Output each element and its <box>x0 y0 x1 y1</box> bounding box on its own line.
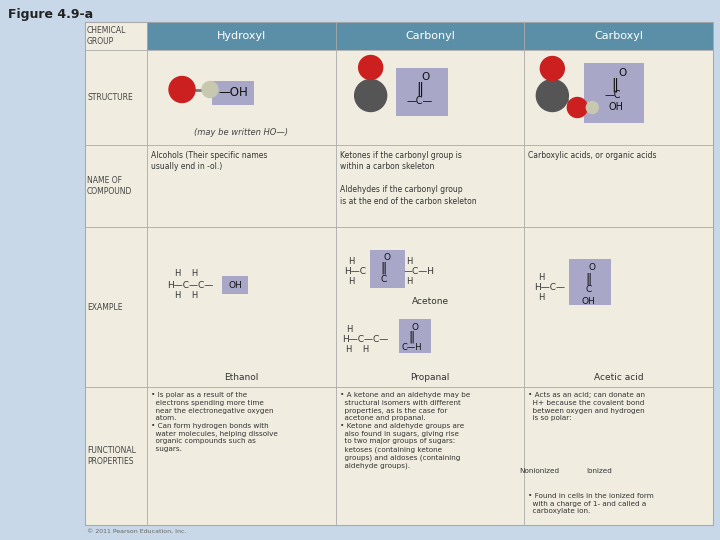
Text: Propanal: Propanal <box>410 373 450 381</box>
Bar <box>524 22 713 50</box>
Text: H: H <box>539 273 545 281</box>
Text: Ketones if the carbonyl group is
within a carbon skeleton

Aldehydes if the carb: Ketones if the carbonyl group is within … <box>340 151 477 206</box>
Bar <box>570 259 611 305</box>
Text: ‖: ‖ <box>611 77 618 92</box>
Text: • Acts as an acid; can donate an
  H+ because the covalent bond
  between oxygen: • Acts as an acid; can donate an H+ beca… <box>528 392 645 421</box>
Text: H: H <box>405 278 412 287</box>
Circle shape <box>355 79 387 111</box>
Bar <box>585 63 644 123</box>
Text: ‖: ‖ <box>408 330 415 343</box>
Text: H—C—C—: H—C—C— <box>167 280 213 289</box>
Circle shape <box>586 102 598 113</box>
Text: Carbonyl: Carbonyl <box>405 31 455 41</box>
Text: ‖: ‖ <box>416 81 423 96</box>
Text: H: H <box>348 278 354 287</box>
Bar <box>369 250 405 288</box>
Circle shape <box>202 82 218 98</box>
Text: H    H: H H <box>175 269 198 279</box>
Text: Carboxylic acids, or organic acids: Carboxylic acids, or organic acids <box>528 151 657 160</box>
Text: NAME OF
COMPOUND: NAME OF COMPOUND <box>87 176 132 195</box>
Text: Ethanol: Ethanol <box>224 373 258 381</box>
Text: H: H <box>405 258 412 267</box>
Text: Nonionized: Nonionized <box>519 468 559 474</box>
Circle shape <box>359 56 382 79</box>
Text: —C—: —C— <box>407 96 433 105</box>
Text: Alcohols (Their specific names
usually end in -ol.): Alcohols (Their specific names usually e… <box>151 151 267 172</box>
Text: —C: —C <box>604 91 621 100</box>
Text: C—H: C—H <box>401 342 422 352</box>
Text: STRUCTURE: STRUCTURE <box>87 93 132 102</box>
Text: Acetic acid: Acetic acid <box>594 373 644 381</box>
Text: —C—H: —C—H <box>404 267 435 276</box>
Bar <box>336 22 524 50</box>
Text: ‖: ‖ <box>381 261 387 274</box>
Text: Acetone: Acetone <box>411 298 449 307</box>
Text: O: O <box>383 253 390 262</box>
Text: H—C—: H—C— <box>534 282 565 292</box>
Circle shape <box>536 79 568 111</box>
Text: OH: OH <box>582 296 595 306</box>
Text: H—C: H—C <box>343 267 366 276</box>
Text: Carboxyl: Carboxyl <box>594 31 643 41</box>
Text: —OH: —OH <box>218 86 248 99</box>
Text: • Found in cells in the ionized form
  with a charge of 1- and called a
  carbox: • Found in cells in the ionized form wit… <box>528 493 654 515</box>
Text: © 2011 Pearson Education, Inc.: © 2011 Pearson Education, Inc. <box>87 529 186 534</box>
Text: H    H: H H <box>346 345 369 354</box>
Text: • A ketone and an aldehyde may be
  structural isomers with different
  properti: • A ketone and an aldehyde may be struct… <box>340 392 470 469</box>
Text: OH: OH <box>609 103 624 112</box>
Text: Hydroxyl: Hydroxyl <box>217 31 266 41</box>
Bar <box>399 319 431 353</box>
Text: O: O <box>589 262 596 272</box>
Text: Figure 4.9-a: Figure 4.9-a <box>8 8 93 21</box>
Circle shape <box>540 57 564 80</box>
Text: CHEMICAL
GROUP: CHEMICAL GROUP <box>87 26 127 46</box>
Text: ‖: ‖ <box>585 273 591 286</box>
Text: H: H <box>346 325 352 334</box>
Bar <box>212 80 254 105</box>
Circle shape <box>567 98 588 118</box>
Text: O: O <box>618 68 626 78</box>
Text: (may be written HO—): (may be written HO—) <box>194 128 288 137</box>
Text: H—C—C—: H—C—C— <box>342 334 388 343</box>
Text: H: H <box>348 258 354 267</box>
Text: FUNCTIONAL
PROPERTIES: FUNCTIONAL PROPERTIES <box>87 446 136 465</box>
Bar <box>147 22 336 50</box>
Text: OH: OH <box>228 280 242 289</box>
Bar <box>85 22 713 525</box>
Text: C: C <box>381 274 387 284</box>
Text: O: O <box>421 72 430 83</box>
Text: H    H: H H <box>175 292 198 300</box>
Bar <box>222 276 248 294</box>
Text: H: H <box>539 293 545 301</box>
Text: Ionized: Ionized <box>586 468 612 474</box>
Bar <box>396 68 448 116</box>
Text: EXAMPLE: EXAMPLE <box>87 302 122 312</box>
Text: O: O <box>411 322 418 332</box>
Text: C: C <box>585 286 591 294</box>
Circle shape <box>169 77 195 103</box>
Text: • Is polar as a result of the
  electrons spending more time
  near the electron: • Is polar as a result of the electrons … <box>151 392 278 453</box>
